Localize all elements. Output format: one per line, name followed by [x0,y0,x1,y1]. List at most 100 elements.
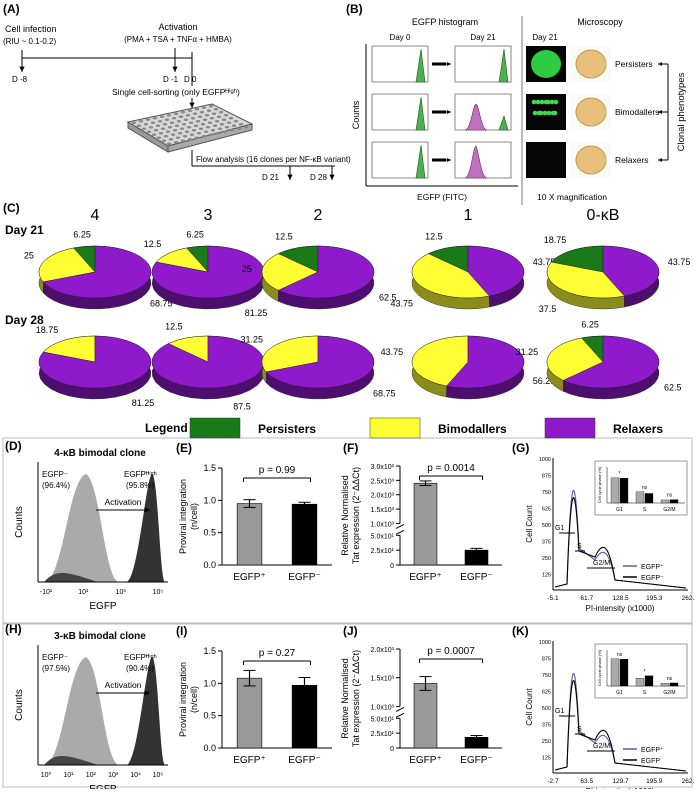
y-tick-label: 2.0x10³ [371,493,395,500]
plate-well [159,115,165,118]
plate-well [183,118,189,121]
x-tick-label: 262. [682,595,695,602]
text-label: Activation [105,497,142,507]
axis-break [395,529,405,535]
y-tick-label: 1000 [539,457,551,463]
y-axis-label: Cell Count [525,505,534,543]
slice-label: 87.5 [233,401,251,411]
y-axis-label: Proviral integration [178,662,188,737]
plate-well [217,127,223,130]
pie-slice [546,261,625,299]
plate-well [169,121,175,124]
plate-well [221,118,227,121]
y-tick-label: 750 [542,673,551,679]
pie-slice [411,335,469,387]
arrow-head [19,66,25,72]
histogram-negative [44,474,118,582]
microscopy-dot [549,99,555,105]
plate-well [202,118,208,121]
x-tick-label: 10² [86,772,97,779]
text-label: Bimodallers [615,107,659,117]
y-axis-label: Counts [14,506,25,538]
pie-slice [261,335,319,373]
plate-well [163,135,169,138]
inset-y-label: Cell cycle phase (%) [597,466,602,503]
slice-label: 43.75 [533,257,556,267]
x-tick-label: -2.7 [547,778,559,785]
slice-label: 12.5 [425,232,443,242]
inset-significance: * [644,669,646,675]
y-tick-label: 625 [542,507,551,513]
text-label: S [577,543,582,550]
legend-label: EGFP⁻ [641,575,664,582]
slice-label: 81.25 [245,308,268,318]
y-tick-label: 875 [542,474,551,480]
plate-well [151,133,157,136]
plate-well [243,126,249,129]
text-label: D 28 [310,173,327,182]
x-tick-label: 10⁵ [153,589,164,596]
slice-label: 12.5 [275,232,293,242]
x-tick-label: 10¹ [63,772,74,779]
plate-well [155,124,161,127]
y-axis-label: Counts [14,689,25,721]
slice-label: 6.25 [186,230,204,240]
text-label: Activation [158,22,197,32]
histogram-high [126,474,165,582]
plate-well [172,129,178,132]
plate-well [179,127,185,130]
y-tick-label: 125 [542,756,551,762]
slice-label: 18.75 [36,325,59,335]
slice-label: 31.25 [241,334,264,344]
text-label: D -8 [12,75,28,84]
y-tick-label: 2.5x10³ [371,478,395,485]
y-tick-label: 500 [542,523,551,529]
arrow-head [172,66,178,72]
microscopy-dot [536,110,542,116]
pie-slice [265,335,375,389]
plate-well [176,120,182,123]
panel-label: (K) [512,624,529,638]
text-label: D 0 [184,75,197,84]
slice-label: 43.75 [668,257,691,267]
text-label: G2/M [593,743,610,750]
y-axis-label: (n/cell) [189,503,199,530]
text-label: EGFPᴴⁱᵍʰ [124,653,157,662]
microscopy-image [526,142,566,178]
plate-well [214,120,220,123]
x-tick-label: EGFP⁻ [460,755,493,766]
y-tick-label: 1.5x10³ [371,676,395,683]
bar [236,503,263,566]
pie-slice [546,337,604,381]
plate-well [145,118,151,121]
slice-label: 31.25 [516,347,539,357]
plate-well [228,117,234,120]
text-label: Persisters [615,59,653,69]
slice-label: 56.25 [533,376,556,386]
plate-well [171,117,177,120]
text-label: EGFPᴴⁱᵍʰ [124,470,157,479]
plate-well [153,129,159,132]
inset-x-label: S [643,507,647,513]
y-tick-label: 500 [542,706,551,712]
y-tick-label: 1.5 [203,646,216,656]
x-tick-label: EGFP⁻ [288,572,321,583]
y-tick-label: 0.0 [203,560,216,570]
microscopy-dot [532,110,538,116]
y-axis-label: Tat expression (2⁻ΔΔCt) [351,650,361,747]
x-axis-label: EGFP [89,601,117,612]
slice-label: 37.5 [539,304,557,314]
microscopy-colony [575,97,607,127]
y-axis-label: Relative Normalised [340,475,350,556]
panel-label: (H) [5,622,22,636]
p-value: p = 0.99 [259,465,296,476]
plate-well [195,120,201,123]
plate-well [181,123,187,126]
inset-y-label: Cell cycle phase (%) [597,649,602,686]
plate-well [223,114,229,117]
arrow-head [144,507,150,513]
slice-label: 43.75 [381,347,404,357]
row-label: Day 28 [5,313,44,327]
x-tick-label: 262. [682,778,695,785]
row-label: Day 21 [5,223,44,237]
